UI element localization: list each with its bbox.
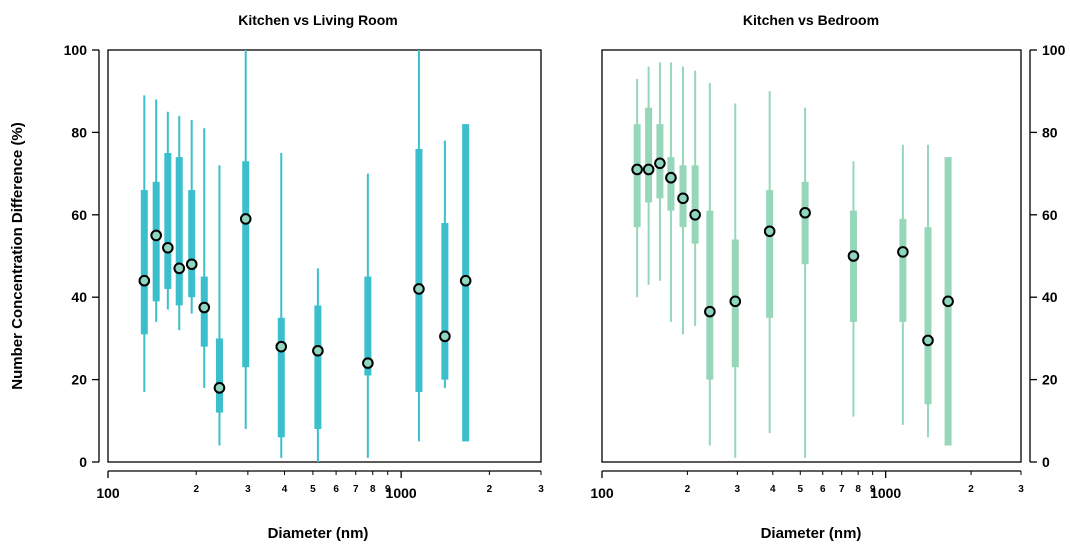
x-minor-tick-label: 6 [333,484,339,495]
iqr-box [899,218,907,322]
x-major-tick-label: 100 [96,485,120,501]
x-major-tick-label: 1000 [386,485,417,501]
median-marker [897,246,909,258]
median-marker [162,241,174,254]
iqr-box [924,227,932,405]
median-marker [799,206,811,219]
y-tick-label: 40 [1042,289,1058,305]
x-minor-tick-label: 3 [245,484,251,495]
iqr-box [164,153,172,289]
x-minor-tick-label: 2 [193,484,199,495]
y-tick-label: 80 [71,124,87,140]
iqr-box [175,157,183,306]
x-minor-tick-label: 2 [968,484,974,495]
iqr-box [277,317,285,438]
median-marker [185,258,198,271]
x-minor-tick-label: 2 [685,484,691,495]
median-marker [689,209,701,221]
x-minor-tick-label: 8 [370,484,376,495]
iqr-box [140,190,148,335]
iqr-box [441,223,449,380]
x-minor-tick-label: 9 [870,484,876,495]
y-tick-label: 0 [79,454,87,470]
median-marker [704,305,716,318]
median-marker [275,340,288,353]
chart-title: Kitchen vs Bedroom [743,12,879,28]
median-marker [942,295,954,308]
y-axis-label: Number Concentration Difference (%) [9,122,26,390]
x-axis-label: Diameter (nm) [761,525,862,542]
x-minor-tick-label: 4 [282,484,288,495]
x-minor-tick-label: 2 [487,484,493,495]
iqr-box [314,305,322,430]
median-marker [922,334,934,347]
iqr-box [667,157,675,211]
x-minor-tick-label: 3 [1018,484,1024,495]
median-marker [138,274,151,287]
x-minor-tick-label: 7 [839,484,845,495]
iqr-box [801,181,809,265]
x-minor-tick-label: 6 [820,484,826,495]
median-marker [213,382,226,394]
median-marker [729,295,742,308]
median-marker [173,262,186,275]
y-tick-label: 60 [1042,207,1058,223]
median-marker [631,163,643,176]
median-marker [198,301,211,314]
x-minor-tick-label: 8 [855,484,861,495]
iqr-box [706,210,714,380]
chart-title: Kitchen vs Living Room [238,12,397,28]
x-major-tick-label: 1000 [870,485,901,501]
x-minor-tick-label: 7 [353,484,359,495]
median-marker [677,192,689,205]
median-marker [150,229,162,242]
x-minor-tick-label: 4 [770,484,776,495]
iqr-box [152,181,160,302]
iqr-box [691,165,699,244]
y-tick-label: 60 [71,207,87,223]
x-minor-tick-label: 5 [797,484,803,495]
iqr-box [766,190,774,318]
x-minor-tick-label: 3 [538,484,544,495]
median-marker [439,330,451,343]
iqr-box [849,210,857,322]
x-minor-tick-label: 9 [385,484,391,495]
y-tick-label: 100 [1042,42,1066,58]
median-marker [665,171,677,184]
x-axis-label: Diameter (nm) [268,525,369,542]
median-marker [362,357,374,369]
iqr-box [242,161,250,368]
y-tick-label: 20 [71,372,87,388]
x-minor-tick-label: 5 [310,484,316,495]
iqr-box [364,276,372,376]
x-major-tick-label: 100 [590,485,614,501]
iqr-box [415,148,423,392]
median-marker [847,250,860,262]
median-marker [239,213,252,225]
median-marker [413,283,425,295]
y-tick-label: 0 [1042,454,1050,470]
median-marker [654,157,666,170]
y-tick-label: 40 [71,289,87,305]
iqr-box [215,338,223,413]
median-marker [763,225,776,238]
median-marker [642,163,655,176]
iqr-box [633,124,641,228]
x-minor-tick-label: 3 [735,484,741,495]
median-marker [459,274,472,287]
plot-frame [601,49,1022,463]
iqr-box [188,190,196,298]
y-tick-label: 20 [1042,372,1058,388]
iqr-box [645,107,653,203]
plot-frame [107,49,542,463]
y-tick-label: 100 [64,42,88,58]
y-tick-label: 80 [1042,124,1058,140]
median-marker [312,344,324,357]
